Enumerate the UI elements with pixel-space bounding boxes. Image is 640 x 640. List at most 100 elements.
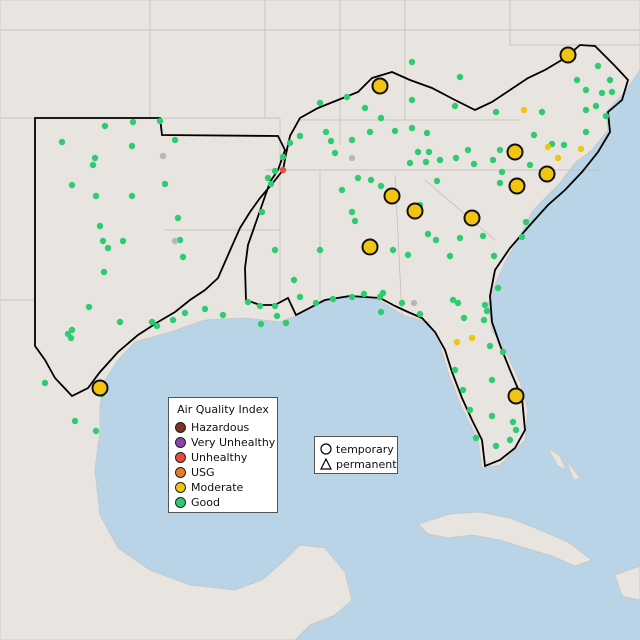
monitor-site[interactable] [201,305,209,313]
monitor-site[interactable] [85,303,93,311]
monitor-site[interactable] [271,167,279,175]
monitor-site[interactable] [483,307,491,315]
monitor-site[interactable] [256,302,264,310]
monitor-site[interactable] [560,141,568,149]
monitor-site[interactable] [104,244,112,252]
monitor-site[interactable] [351,217,359,225]
monitor-site[interactable] [273,312,281,320]
monitor-site[interactable] [171,237,179,245]
monitor-site[interactable] [496,179,504,187]
monitor-site[interactable] [449,296,457,304]
monitor-site[interactable] [159,152,167,160]
monitor-site[interactable] [518,233,526,241]
monitor-site[interactable] [408,58,416,66]
monitor-site[interactable] [456,234,464,242]
monitor-site[interactable] [89,161,97,169]
monitor-site[interactable] [488,376,496,384]
monitor-site[interactable] [488,412,496,420]
monitor-site[interactable] [68,326,76,334]
monitor-site[interactable] [389,246,397,254]
monitor-site[interactable] [116,318,124,326]
monitor-site[interactable] [271,246,279,254]
monitor-site[interactable] [171,136,179,144]
temporary-monitor-site[interactable] [361,238,379,256]
monitor-site[interactable] [498,168,506,176]
monitor-site[interactable] [71,417,79,425]
monitor-site[interactable] [148,318,156,326]
monitor-site[interactable] [452,154,460,162]
monitor-site[interactable] [348,136,356,144]
monitor-site[interactable] [453,338,461,346]
monitor-site[interactable] [367,176,375,184]
monitor-site[interactable] [377,308,385,316]
monitor-site[interactable] [348,154,356,162]
monitor-site[interactable] [267,180,275,188]
monitor-site[interactable] [512,426,520,434]
monitor-site[interactable] [91,154,99,162]
monitor-site[interactable] [446,252,454,260]
monitor-site[interactable] [100,268,108,276]
monitor-site[interactable] [296,293,304,301]
monitor-site[interactable] [404,251,412,259]
temporary-monitor-site[interactable] [371,77,389,95]
monitor-site[interactable] [456,73,464,81]
monitor-site[interactable] [156,117,164,125]
monitor-site[interactable] [470,160,478,168]
monitor-site[interactable] [92,427,100,435]
monitor-site[interactable] [468,334,476,342]
monitor-site[interactable] [509,418,517,426]
temporary-monitor-site[interactable] [507,387,525,405]
monitor-site[interactable] [258,208,266,216]
monitor-site[interactable] [360,290,368,298]
monitor-site[interactable] [391,127,399,135]
monitor-site[interactable] [348,208,356,216]
monitor-site[interactable] [451,366,459,374]
temporary-monitor-site[interactable] [506,143,524,161]
monitor-site[interactable] [408,96,416,104]
temporary-monitor-site[interactable] [508,177,526,195]
temporary-monitor-site[interactable] [383,187,401,205]
monitor-site[interactable] [343,93,351,101]
monitor-site[interactable] [424,230,432,238]
monitor-site[interactable] [554,154,562,162]
monitor-site[interactable] [41,379,49,387]
monitor-site[interactable] [459,386,467,394]
monitor-site[interactable] [271,302,279,310]
monitor-site[interactable] [128,192,136,200]
monitor-site[interactable] [425,148,433,156]
monitor-site[interactable] [68,181,76,189]
monitor-site[interactable] [479,232,487,240]
monitor-site[interactable] [161,180,169,188]
temporary-monitor-site[interactable] [559,46,577,64]
monitor-site[interactable] [119,237,127,245]
monitor-site[interactable] [361,104,369,112]
monitor-site[interactable] [377,182,385,190]
monitor-site[interactable] [464,146,472,154]
monitor-site[interactable] [58,138,66,146]
monitor-site[interactable] [416,310,424,318]
monitor-site[interactable] [492,108,500,116]
monitor-site[interactable] [499,348,507,356]
monitor-site[interactable] [96,222,104,230]
monitor-site[interactable] [486,342,494,350]
monitor-site[interactable] [316,99,324,107]
monitor-site[interactable] [327,137,335,145]
monitor-site[interactable] [219,311,227,319]
monitor-site[interactable] [264,174,272,182]
monitor-site[interactable] [329,295,337,303]
monitor-site[interactable] [338,186,346,194]
monitor-site[interactable] [454,299,462,307]
monitor-site[interactable] [598,89,606,97]
monitor-site[interactable] [99,237,107,245]
monitor-site[interactable] [602,112,610,120]
monitor-site[interactable] [408,124,416,132]
monitor-site[interactable] [377,114,385,122]
monitor-site[interactable] [526,161,534,169]
monitor-site[interactable] [179,253,187,261]
monitor-site[interactable] [530,131,538,139]
monitor-site[interactable] [354,174,362,182]
monitor-site[interactable] [423,129,431,137]
monitor-site[interactable] [279,153,287,161]
temporary-monitor-site[interactable] [406,202,424,220]
monitor-site[interactable] [582,86,590,94]
